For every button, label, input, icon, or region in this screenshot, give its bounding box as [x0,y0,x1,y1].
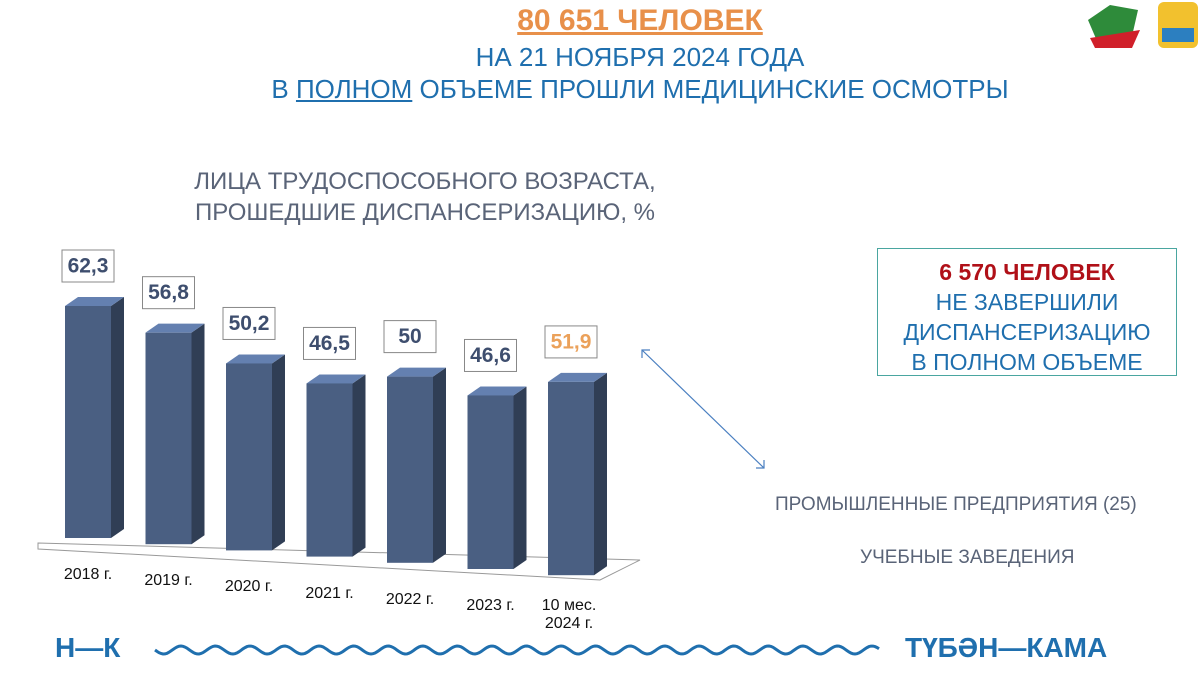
bar [145,332,192,545]
bar-top [548,372,607,382]
value-label: 46,5 [309,332,350,355]
x-tick-label: 2022 г. [385,590,435,608]
value-label-box [464,338,517,372]
subtitle: В ПОЛНОМ ОБЪЕМЕ ПРОШЛИ МЕДИЦИНСКИЕ ОСМОТ… [40,74,1200,105]
x-tick-label: 2021 г. [305,584,354,602]
bar [387,376,433,563]
bar [306,383,353,557]
bar-top [65,297,124,306]
bar-side [594,372,607,576]
chart-title: ЛИЦА ТРУДОСПОСОБНОГО ВОЗРАСТА, [194,168,656,195]
value-label: 56,8 [148,281,189,304]
bar-side [433,367,446,563]
x-tick-label: 10 мес. 2024 г. [541,597,597,633]
footer-right: ТҮБӘН—КАМА [905,632,1108,663]
group-label: УЧЕБНЫЕ ЗАВЕДЕНИЯ [860,547,1075,568]
callout: 6 570 ЧЕЛОВЕК НЕ ЗАВЕРШИЛИ ДИСПАНСЕРИЗАЦ… [877,248,1177,376]
value-label-box [222,306,276,340]
x-tick-label: 2019 г. [144,572,193,590]
bar-top [145,323,205,333]
bar [467,395,514,569]
value-label-box [383,320,437,354]
bar-side [352,374,366,557]
value-label: 51,9 [551,330,592,353]
value-label-box [544,325,598,359]
subtitle-part: ОБЪЕМЕ ПРОШЛИ МЕДИЦИНСКИЕ ОСМОТРЫ [412,74,1009,104]
bar-top [467,386,527,396]
bar [226,363,272,551]
x-tick-label: 2023 г. [466,597,515,614]
footer-left: Н—К [55,632,121,663]
wave-line [154,644,880,656]
subtitle-part: ПОЛНОМ [295,74,413,104]
bar [548,381,594,576]
headline: 80 651 ЧЕЛОВЕК [517,4,763,37]
bar-top [306,374,366,384]
value-label: 50 [398,325,421,348]
value-label: 50,2 [229,312,270,335]
x-tick-label: 2018 г. [63,566,113,583]
bar-side [111,297,124,538]
bar-top [387,367,446,377]
callout-line: НЕ ЗАВЕРШИЛИ [935,289,1119,315]
group-label: ПРОМЫШЛЕННЫЕ ПРЕДПРИЯТИЯ (25) [775,494,1137,515]
bar-side [191,323,205,545]
callout-line: ДИСПАНСЕРИЗАЦИЮ [903,319,1151,345]
value-label: 46,6 [470,344,511,367]
arrow [641,349,765,469]
value-label-box [303,326,356,360]
subtitle-part: В [271,74,296,104]
callout-line: В ПОЛНОМ ОБЪЕМЕ [911,349,1143,375]
bar-top [226,354,285,364]
bar-side [513,386,527,569]
callout-headline: 6 570 ЧЕЛОВЕК [939,259,1115,285]
chart-title: ПРОШЕДШИЕ ДИСПАНСЕРИЗАЦИЮ, % [194,199,656,226]
value-label-box [61,249,115,283]
x-tick-label: 2020 г. [224,578,274,596]
logo [1088,2,1198,48]
value-label-box [142,276,195,310]
bar [65,306,111,538]
bar-side [272,354,285,551]
date-line: НА 21 НОЯБРЯ 2024 ГОДА [475,42,805,72]
value-label: 62,3 [68,255,109,278]
